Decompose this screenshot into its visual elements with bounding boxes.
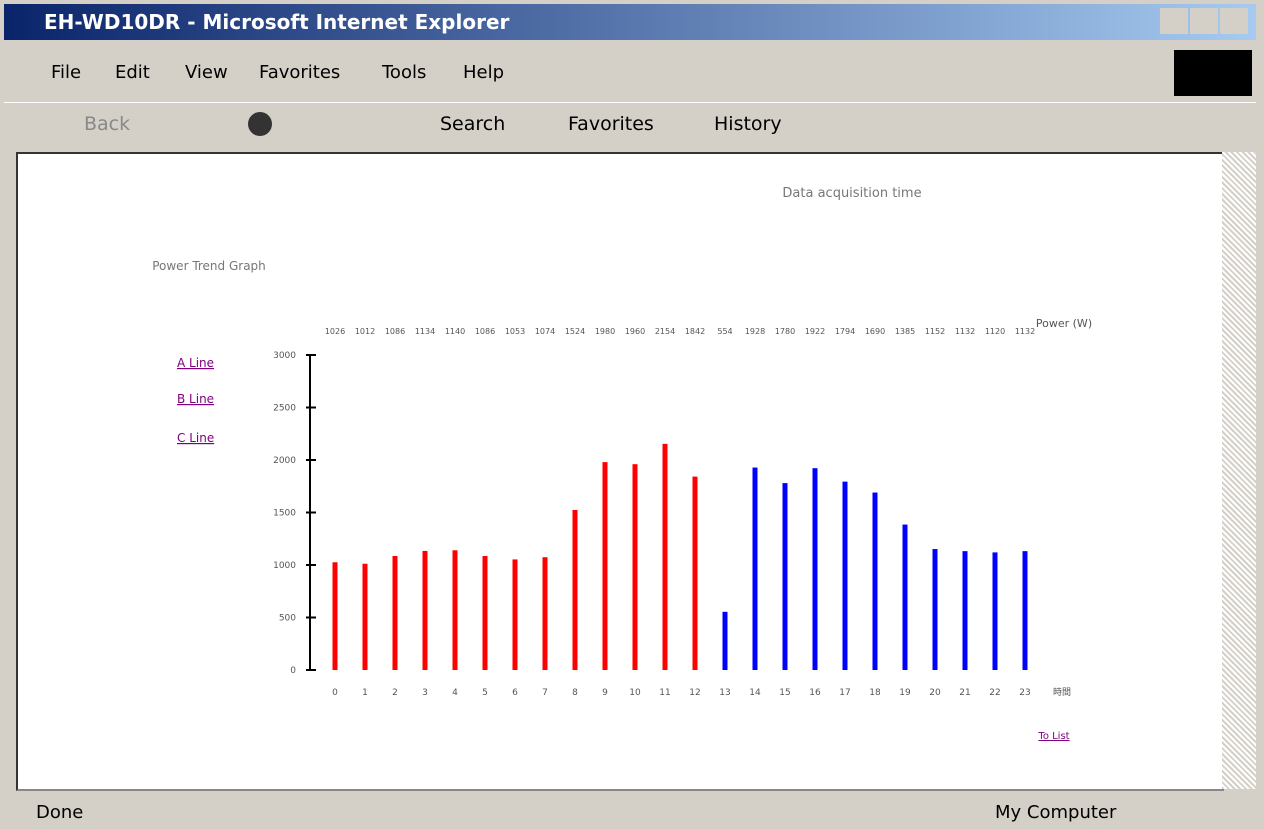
value-label: 1980 <box>595 327 615 336</box>
value-label: 1140 <box>445 327 465 336</box>
y-axis-label: Power (W) <box>1036 317 1092 330</box>
bar <box>543 557 548 670</box>
bar <box>393 556 398 670</box>
bar <box>1023 551 1028 670</box>
bar <box>873 493 878 670</box>
status-bar: Done My Computer <box>0 792 1264 829</box>
value-label: 1780 <box>775 327 795 336</box>
bar <box>363 564 368 670</box>
value-label: 1086 <box>385 327 405 336</box>
list-link[interactable]: To List <box>1037 731 1069 742</box>
bar <box>333 562 338 670</box>
value-label: 1385 <box>895 327 915 336</box>
value-label: 1012 <box>355 327 375 336</box>
value-label: 1524 <box>565 327 585 336</box>
zone-text: My Computer <box>995 802 1116 823</box>
bar <box>753 468 758 670</box>
y-tick-label: 3000 <box>273 351 296 361</box>
value-label: 1134 <box>415 327 435 336</box>
line-link[interactable]: C Line <box>177 431 214 445</box>
value-label: 1794 <box>835 327 855 336</box>
value-label: 1960 <box>625 327 645 336</box>
value-label: 1928 <box>745 327 765 336</box>
x-tick-label: 18 <box>869 688 881 698</box>
value-label: 1922 <box>805 327 825 336</box>
bar <box>573 510 578 670</box>
line-link[interactable]: A Line <box>177 356 214 370</box>
x-tick-label: 23 <box>1019 688 1030 698</box>
bar <box>513 559 518 670</box>
bar <box>963 551 968 670</box>
x-tick-label: 3 <box>422 688 428 698</box>
bar <box>663 444 668 670</box>
y-tick-label: 0 <box>290 666 296 676</box>
x-tick-label: 20 <box>929 688 941 698</box>
bar <box>903 525 908 670</box>
x-tick-label: 5 <box>482 688 488 698</box>
value-label: 1086 <box>475 327 495 336</box>
x-tick-label: 9 <box>602 688 608 698</box>
bar <box>453 550 458 670</box>
value-label: 1842 <box>685 327 705 336</box>
x-tick-label: 8 <box>572 688 578 698</box>
y-tick-label: 1000 <box>273 561 296 571</box>
x-tick-label: 15 <box>779 688 790 698</box>
bar <box>843 482 848 670</box>
value-label: 1132 <box>1015 327 1035 336</box>
x-tick-label: 21 <box>959 688 970 698</box>
x-tick-label: 17 <box>839 688 850 698</box>
value-label: 2154 <box>655 327 675 336</box>
x-tick-label: 2 <box>392 688 398 698</box>
x-tick-label: 6 <box>512 688 518 698</box>
value-label: 1026 <box>325 327 345 336</box>
status-text: Done <box>36 802 83 823</box>
bar <box>813 468 818 670</box>
y-tick-label: 500 <box>279 614 296 624</box>
bar <box>933 549 938 670</box>
bar <box>423 551 428 670</box>
x-tick-label: 1 <box>362 688 368 698</box>
bar <box>723 612 728 670</box>
value-label: 1053 <box>505 327 525 336</box>
x-tick-label: 4 <box>452 688 458 698</box>
x-tick-label: 19 <box>899 688 911 698</box>
bar <box>483 556 488 670</box>
chart: Data acquisition time Power Trend Graph … <box>2 2 1206 637</box>
bar <box>993 552 998 670</box>
x-tick-label: 22 <box>989 688 1000 698</box>
x-tick-label: 16 <box>809 688 821 698</box>
x-tick-label: 13 <box>719 688 730 698</box>
x-tick-label: 0 <box>332 688 338 698</box>
y-tick-label: 2500 <box>273 404 296 414</box>
ie-window: EH-WD10DR - Microsoft Internet Explorer … <box>0 0 1264 829</box>
x-tick-label: 11 <box>659 688 670 698</box>
page-content: Data acquisition time Power Trend Graph … <box>16 152 1224 791</box>
x-tick-label: 14 <box>749 688 761 698</box>
value-label: 1152 <box>925 327 945 336</box>
scrollbar[interactable] <box>1222 152 1256 789</box>
page-heading: Data acquisition time <box>782 186 921 201</box>
line-link[interactable]: B Line <box>177 392 214 406</box>
value-label: 1132 <box>955 327 975 336</box>
value-label: 1074 <box>535 327 555 336</box>
x-axis-label: 時間 <box>1053 687 1071 698</box>
y-tick-label: 1500 <box>273 509 296 519</box>
x-tick-label: 10 <box>629 688 641 698</box>
x-tick-label: 7 <box>542 688 548 698</box>
bar <box>633 464 638 670</box>
y-tick-label: 2000 <box>273 456 296 466</box>
bar <box>693 477 698 670</box>
value-label: 1120 <box>985 327 1005 336</box>
x-tick-label: 12 <box>689 688 700 698</box>
value-label: 554 <box>717 327 732 336</box>
value-label: 1690 <box>865 327 885 336</box>
bar <box>603 462 608 670</box>
bar <box>783 483 788 670</box>
graph-title: Power Trend Graph <box>152 259 266 273</box>
